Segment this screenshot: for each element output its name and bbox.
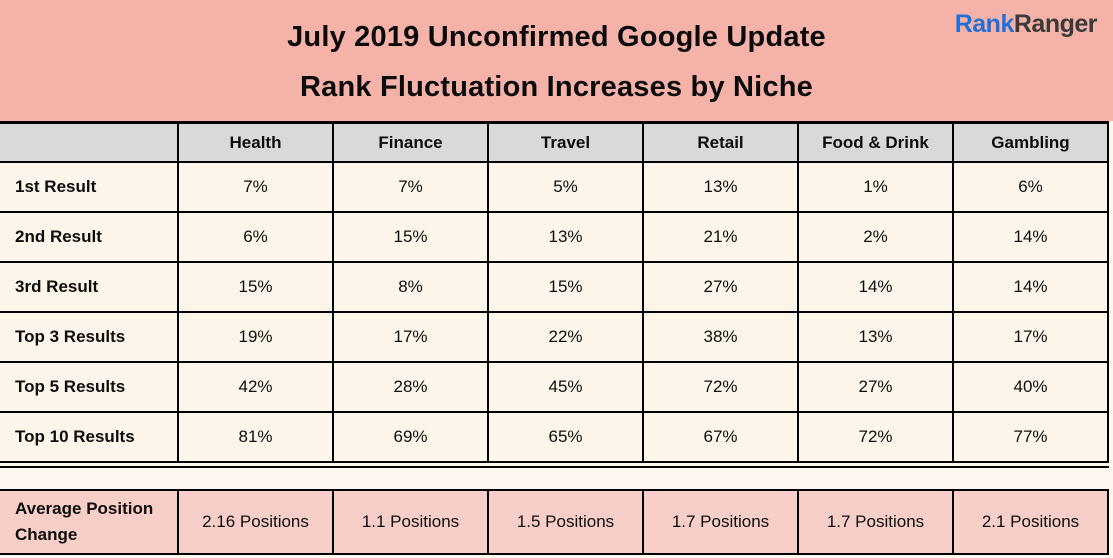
column-header-food-drink: Food & Drink (797, 121, 954, 163)
page-title: July 2019 Unconfirmed Google Update Rank… (0, 0, 1113, 112)
title-line-1: July 2019 Unconfirmed Google Update (287, 21, 826, 53)
column-header-travel: Travel (487, 121, 644, 163)
logo-rank-text: Rank (954, 10, 1015, 38)
row-label-2nd-result: 2nd Result (0, 211, 179, 263)
row-label-1st-result: 1st Result (0, 161, 179, 213)
cell-value: 5% (487, 161, 644, 213)
corner-cell (0, 121, 179, 163)
cell-value: 72% (797, 411, 954, 463)
table-row: Top 10 Results 81% 69% 65% 67% 72% 77% (0, 411, 1109, 463)
cell-value: 67% (642, 411, 799, 463)
cell-value: 15% (177, 261, 334, 313)
title-band: July 2019 Unconfirmed Google Update Rank… (0, 0, 1113, 121)
cell-value: 14% (952, 211, 1109, 263)
logo-ranger-text: Ranger (1013, 10, 1098, 38)
cell-value: 19% (177, 311, 334, 363)
table-row: 1st Result 7% 7% 5% 13% 1% 6% (0, 161, 1109, 213)
cell-value: 1% (797, 161, 954, 213)
cell-value: 69% (332, 411, 489, 463)
cell-value: 6% (177, 211, 334, 263)
table-row: 2nd Result 6% 15% 13% 21% 2% 14% (0, 211, 1109, 263)
column-header-finance: Finance (332, 121, 489, 163)
cell-value: 7% (332, 161, 489, 213)
table-row: Top 5 Results 42% 28% 45% 72% 27% 40% (0, 361, 1109, 413)
cell-value: 15% (487, 261, 644, 313)
cell-value: 15% (332, 211, 489, 263)
cell-value: 7% (177, 161, 334, 213)
cell-value: 22% (487, 311, 644, 363)
column-header-gambling: Gambling (952, 121, 1109, 163)
cell-value: 17% (952, 311, 1109, 363)
section-spacer (0, 468, 1113, 489)
rank-fluctuation-table: Health Finance Travel Retail Food & Drin… (0, 121, 1109, 463)
cell-value: 21% (642, 211, 799, 263)
cell-value: 6% (952, 161, 1109, 213)
row-label-average-position-change: Average Position Change (0, 489, 179, 555)
row-label-top-3-results: Top 3 Results (0, 311, 179, 363)
cell-value: 14% (952, 261, 1109, 313)
table-header-row: Health Finance Travel Retail Food & Drin… (0, 121, 1109, 163)
table-row: Top 3 Results 19% 17% 22% 38% 13% 17% (0, 311, 1109, 363)
summary-cell-value: 1.5 Positions (487, 489, 644, 555)
summary-cell-value: 1.7 Positions (642, 489, 799, 555)
cell-value: 2% (797, 211, 954, 263)
cell-value: 13% (487, 211, 644, 263)
cell-value: 27% (642, 261, 799, 313)
row-label-3rd-result: 3rd Result (0, 261, 179, 313)
summary-row: Average Position Change 2.16 Positions 1… (0, 489, 1109, 555)
cell-value: 77% (952, 411, 1109, 463)
cell-value: 27% (797, 361, 954, 413)
table-bottom-double-rule (0, 463, 1109, 468)
summary-cell-value: 2.1 Positions (952, 489, 1109, 555)
cell-value: 14% (797, 261, 954, 313)
average-position-change-table: Average Position Change 2.16 Positions 1… (0, 489, 1109, 555)
cell-value: 42% (177, 361, 334, 413)
cell-value: 13% (642, 161, 799, 213)
summary-cell-value: 1.1 Positions (332, 489, 489, 555)
cell-value: 28% (332, 361, 489, 413)
cell-value: 13% (797, 311, 954, 363)
cell-value: 17% (332, 311, 489, 363)
row-label-top-10-results: Top 10 Results (0, 411, 179, 463)
cell-value: 72% (642, 361, 799, 413)
title-line-2: Rank Fluctuation Increases by Niche (299, 71, 814, 103)
cell-value: 45% (487, 361, 644, 413)
rankranger-logo: RankRanger (954, 10, 1098, 39)
column-header-health: Health (177, 121, 334, 163)
cell-value: 38% (642, 311, 799, 363)
cell-value: 40% (952, 361, 1109, 413)
table-row: 3rd Result 15% 8% 15% 27% 14% 14% (0, 261, 1109, 313)
summary-cell-value: 1.7 Positions (797, 489, 954, 555)
cell-value: 8% (332, 261, 489, 313)
row-label-top-5-results: Top 5 Results (0, 361, 179, 413)
cell-value: 65% (487, 411, 644, 463)
cell-value: 81% (177, 411, 334, 463)
summary-cell-value: 2.16 Positions (177, 489, 334, 555)
column-header-retail: Retail (642, 121, 799, 163)
